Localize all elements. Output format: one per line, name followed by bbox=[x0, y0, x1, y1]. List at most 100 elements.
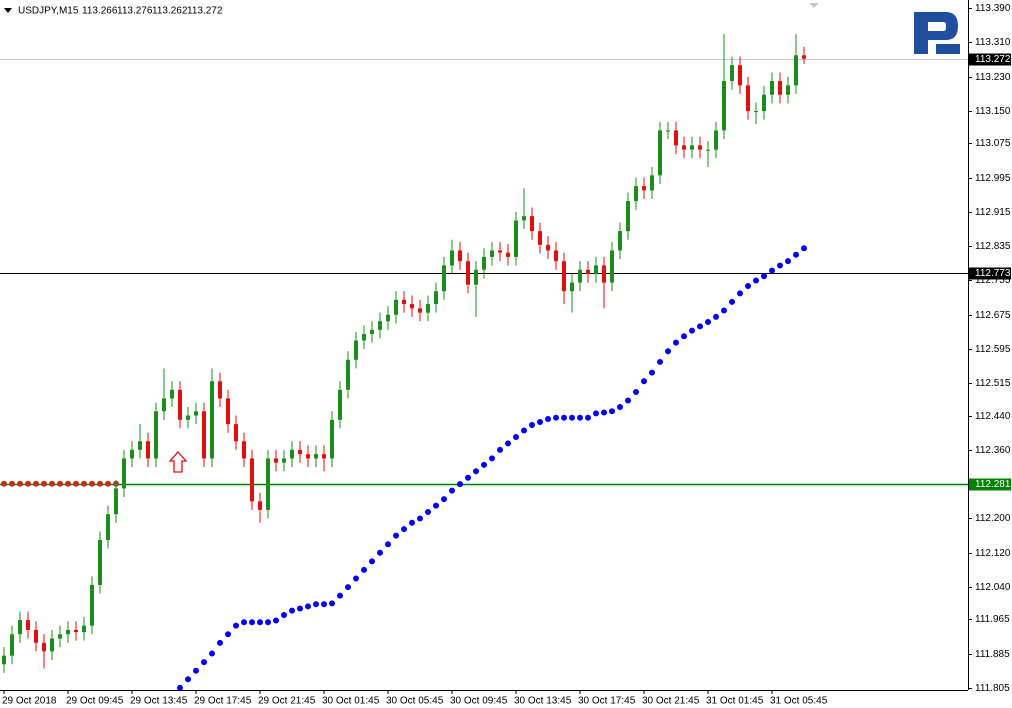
indicator-dot bbox=[1, 480, 7, 487]
indicator-dot bbox=[481, 461, 487, 468]
indicator-dot bbox=[729, 298, 735, 305]
candle-body bbox=[170, 389, 174, 399]
candle-body bbox=[202, 411, 206, 459]
indicator-dot bbox=[273, 617, 279, 624]
candle-body bbox=[730, 65, 734, 82]
indicator-dot bbox=[305, 603, 311, 610]
candle-body bbox=[114, 488, 118, 515]
y-tick-label: 112.360 bbox=[975, 445, 1011, 456]
indicator-dot bbox=[313, 601, 319, 608]
candle-body bbox=[666, 130, 670, 132]
indicator-dot bbox=[193, 667, 199, 674]
candle-body bbox=[610, 250, 614, 283]
candle-body bbox=[226, 398, 230, 425]
candle-body bbox=[250, 458, 254, 502]
candle-body bbox=[650, 175, 654, 191]
candle-body bbox=[474, 269, 478, 285]
candle-body bbox=[794, 55, 798, 86]
y-tick-label: 111.885 bbox=[975, 649, 1010, 660]
indicator-dot bbox=[201, 659, 207, 666]
header-high: 113.276 bbox=[117, 6, 153, 17]
indicator-dot bbox=[65, 480, 71, 487]
x-tick-label: 30 Oct 09:45 bbox=[450, 696, 508, 707]
indicator-dot bbox=[281, 611, 287, 618]
candle-body bbox=[386, 314, 390, 322]
indicator-dot bbox=[9, 480, 15, 487]
candle-body bbox=[42, 642, 46, 652]
x-tick-label: 29 Oct 2018 bbox=[2, 696, 57, 707]
indicator-dot bbox=[537, 418, 543, 425]
indicator-dot bbox=[321, 601, 327, 608]
y-tick-label: 112.755 bbox=[975, 275, 1011, 286]
level-label: 113.272 bbox=[975, 54, 1011, 65]
symbol-title: USDJPY,M15 bbox=[18, 6, 79, 17]
indicator-dot bbox=[401, 526, 407, 533]
indicator-dot bbox=[433, 502, 439, 509]
candle-body bbox=[130, 449, 134, 459]
indicator-dot bbox=[41, 480, 47, 487]
indicator-dot bbox=[345, 584, 351, 591]
indicator-dot bbox=[81, 480, 87, 487]
indicator-dot bbox=[441, 496, 447, 503]
candle-body bbox=[370, 329, 374, 335]
indicator-dot bbox=[265, 619, 271, 626]
menu-triangle[interactable] bbox=[4, 8, 12, 13]
indicator-dot bbox=[673, 339, 679, 346]
indicator-dot bbox=[577, 414, 583, 421]
indicator-dot bbox=[249, 619, 255, 626]
header-low: 113.262 bbox=[152, 6, 188, 17]
candle-body bbox=[106, 514, 110, 540]
indicator-dot bbox=[449, 487, 455, 494]
candle-body bbox=[586, 269, 590, 275]
x-tick-label: 31 Oct 01:45 bbox=[706, 696, 764, 707]
indicator-dot bbox=[89, 480, 95, 487]
indicator-dot bbox=[217, 639, 223, 646]
y-tick-label: 113.150 bbox=[975, 106, 1011, 117]
candle-body bbox=[210, 381, 214, 459]
indicator-dot bbox=[377, 549, 383, 556]
candle-body bbox=[658, 130, 662, 176]
candle-body bbox=[506, 252, 510, 257]
candle-body bbox=[274, 458, 278, 463]
indicator-dot bbox=[697, 323, 703, 330]
indicator-dot bbox=[17, 480, 23, 487]
header-close: 113.272 bbox=[187, 6, 223, 17]
candle-body bbox=[770, 81, 774, 95]
level-label-box bbox=[969, 53, 1011, 66]
candle-body bbox=[778, 81, 782, 95]
candle-body bbox=[354, 340, 358, 360]
candle-body bbox=[714, 130, 718, 150]
candle-body bbox=[554, 250, 558, 262]
candle-body bbox=[266, 458, 270, 510]
candle-body bbox=[594, 265, 598, 275]
candle-body bbox=[722, 81, 726, 131]
y-tick-label: 112.675 bbox=[975, 310, 1011, 321]
candle-body bbox=[514, 220, 518, 257]
candle-body bbox=[450, 250, 454, 266]
candle-body bbox=[314, 454, 318, 459]
indicator-dot bbox=[225, 631, 231, 638]
candle-body bbox=[706, 149, 710, 151]
indicator-dot bbox=[33, 480, 39, 487]
indicator-dot bbox=[385, 541, 391, 548]
indicator-dot bbox=[473, 468, 479, 475]
candle-body bbox=[138, 441, 142, 450]
x-tick-label: 31 Oct 05:45 bbox=[770, 696, 828, 707]
candle-body bbox=[194, 411, 198, 416]
y-tick-label: 112.515 bbox=[975, 378, 1011, 389]
indicator-dot bbox=[545, 415, 551, 422]
indicator-dot bbox=[489, 455, 495, 462]
y-tick-label: 113.310 bbox=[975, 37, 1011, 48]
indicator-dot bbox=[561, 414, 567, 421]
candle-body bbox=[530, 216, 534, 232]
candle-body bbox=[322, 454, 326, 459]
indicator-dot bbox=[761, 273, 767, 280]
candle-body bbox=[802, 55, 806, 59]
candle-body bbox=[434, 291, 438, 305]
indicator-dot bbox=[649, 369, 655, 376]
y-tick-label: 112.595 bbox=[975, 344, 1011, 355]
indicator-dot bbox=[25, 480, 31, 487]
y-tick-label: 112.040 bbox=[975, 582, 1011, 593]
